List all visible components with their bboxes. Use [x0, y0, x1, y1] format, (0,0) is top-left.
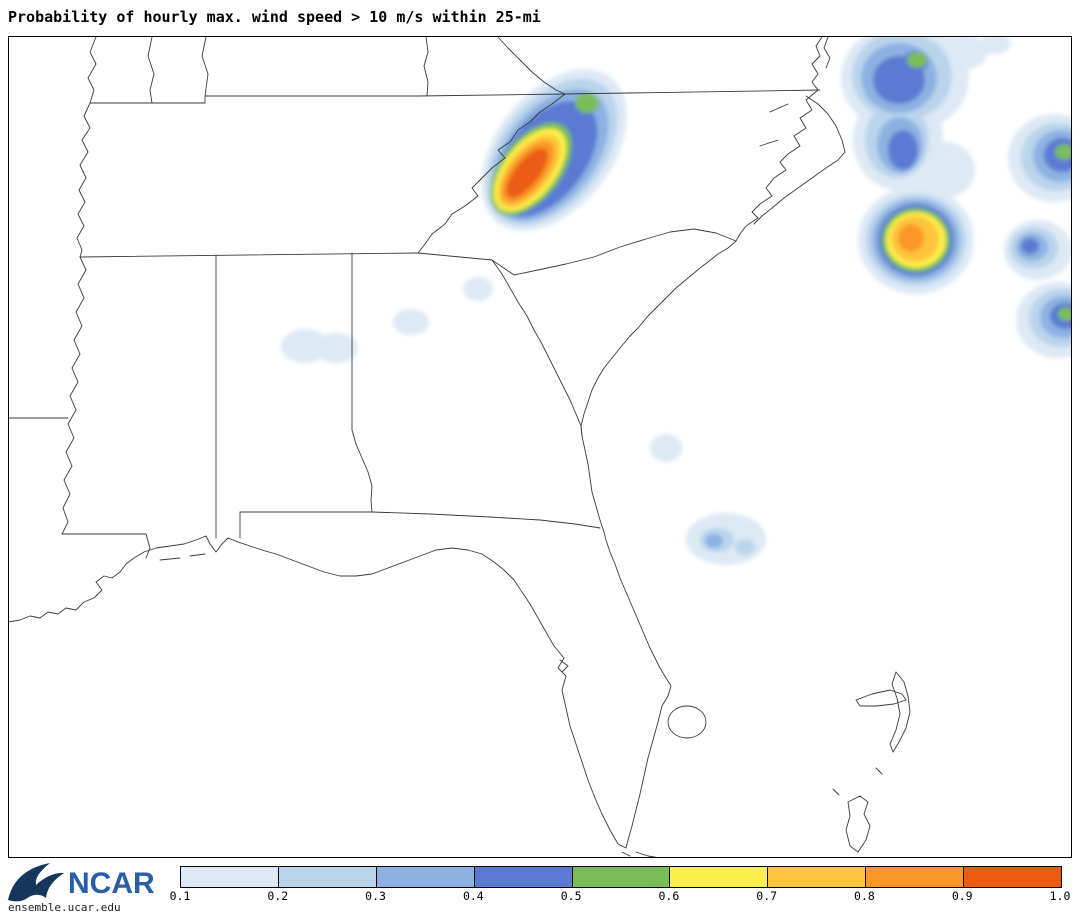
lake-okeechobee: [667, 705, 707, 739]
colorbar-segment: [571, 867, 670, 887]
blob-inland-weak: [281, 277, 682, 462]
colorbar: [180, 866, 1062, 888]
border-fl-north: [239, 511, 373, 539]
barrier-islands-gulf: [159, 553, 206, 561]
coastline: [8, 36, 823, 849]
colorbar-labels: 0.1 0.2 0.3 0.4 0.5 0.6 0.7 0.8 0.9 1.0: [170, 889, 1071, 903]
colorbar-tick-label: 0.1: [169, 889, 191, 903]
page-title: Probability of hourly max. wind speed > …: [8, 8, 541, 26]
colorbar-segment: [473, 867, 572, 887]
footer-url: ensemble.ucar.edu: [8, 901, 121, 914]
ncar-logo-wave-icon: [8, 863, 64, 902]
island-cay: [875, 767, 883, 775]
colorbar-tick-label: 0.3: [365, 889, 386, 903]
colorbar-tick-label: 0.9: [951, 889, 973, 903]
colorbar-tick-label: 0.4: [462, 889, 484, 903]
border-ga-sc-savannah: [491, 259, 583, 437]
island-abaco: [889, 671, 911, 753]
colorbar-segment: [963, 867, 1062, 887]
border-ms-river-north: [87, 36, 97, 104]
probability-map: [8, 36, 1072, 858]
border-la-ms: [61, 533, 151, 559]
blob-right-edge-south: [1016, 282, 1072, 358]
tampa-bay-detail: [559, 659, 569, 673]
colorbar-segment: [277, 867, 376, 887]
probability-contours: [281, 36, 1072, 565]
blob-atlantic-north: [841, 36, 1011, 198]
island-grand-bahama: [855, 689, 907, 707]
colorbar-tick-label: 0.2: [267, 889, 289, 903]
island-bimini: [832, 788, 840, 796]
blob-atlantic-maximum: [858, 186, 974, 294]
ncar-logo-text: NCAR: [68, 867, 155, 900]
colorbar-segment: [669, 867, 768, 887]
border-tn-west: [76, 102, 91, 258]
colorbar-segment: [767, 867, 866, 887]
border-ky-detail-1: [147, 36, 155, 104]
geography-lines: [8, 36, 911, 858]
outer-banks: [753, 95, 846, 225]
chesapeake-detail: [823, 36, 831, 69]
map-panel: [8, 36, 1072, 858]
border-nc-sc: [491, 228, 737, 276]
colorbar-segment: [375, 867, 474, 887]
blob-right-edge-north: [1008, 114, 1072, 202]
colorbar-segment: [181, 867, 278, 887]
blob-right-edge-mid: [1004, 220, 1072, 280]
colorbar-tick-label: 0.8: [854, 889, 875, 903]
map-frame: [8, 36, 1072, 858]
ncar-logo: NCAR: [8, 863, 155, 902]
border-ms-west: [61, 256, 87, 535]
border-tn-nc: [417, 93, 566, 254]
blob-offshore-georgia: [686, 513, 766, 565]
border-ky-detail-2: [201, 36, 209, 97]
border-va-ky: [497, 36, 566, 95]
colorbar-tick-label: 0.6: [658, 889, 680, 903]
border-ga-al: [351, 252, 373, 513]
border-ky-tn-va-nc: [89, 89, 821, 104]
blob-tn-nc-maximum: [481, 69, 627, 231]
estuary-2: [759, 139, 779, 147]
border-fl-ga: [371, 511, 601, 529]
colorbar-tick-label: 1.0: [1049, 889, 1071, 903]
colorbar-segment: [865, 867, 964, 887]
colorbar-tick-label: 0.5: [560, 889, 582, 903]
border-ga-nc: [417, 252, 493, 261]
island-andros: [845, 795, 871, 853]
estuary-1: [769, 103, 789, 113]
colorbar-tick-label: 0.7: [756, 889, 778, 903]
border-va-wv: [423, 36, 429, 97]
border-tn-south: [79, 252, 419, 258]
